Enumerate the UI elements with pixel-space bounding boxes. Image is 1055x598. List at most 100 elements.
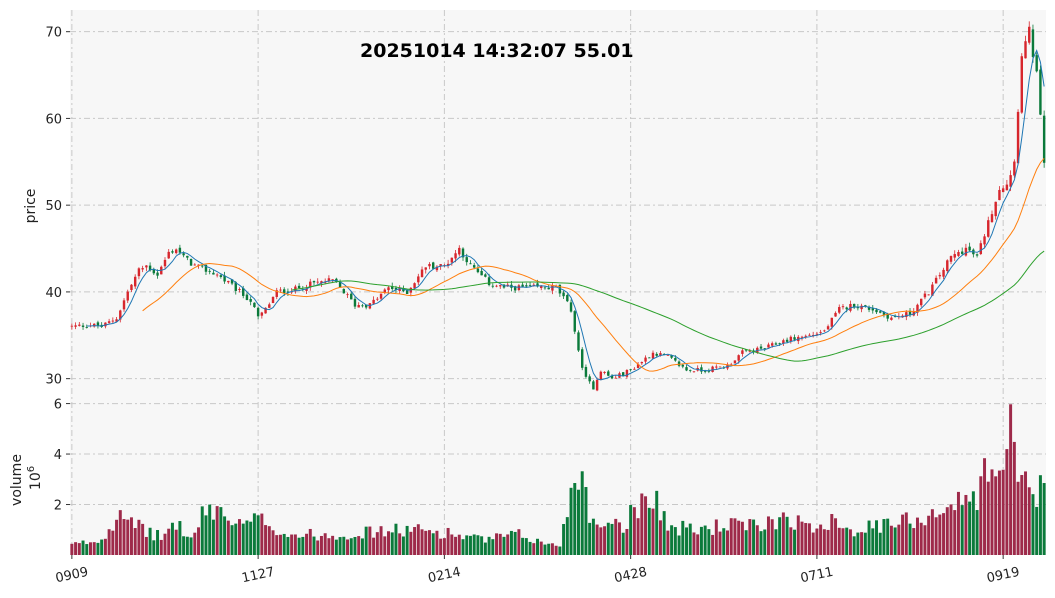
volume-bar bbox=[122, 519, 126, 555]
candle-body bbox=[133, 276, 137, 287]
candle-body bbox=[141, 268, 144, 270]
volume-bar bbox=[856, 532, 860, 555]
candle-body bbox=[700, 367, 703, 372]
volume-bar bbox=[360, 538, 364, 555]
volume-bar bbox=[956, 491, 960, 555]
volume-bar bbox=[390, 532, 394, 555]
candle-body bbox=[856, 307, 860, 309]
volume-bar bbox=[677, 535, 681, 555]
candle-body bbox=[648, 357, 651, 359]
volume-bar bbox=[409, 531, 413, 555]
candle-body bbox=[1001, 188, 1005, 193]
volume-bar bbox=[740, 521, 744, 555]
candle-body bbox=[271, 296, 275, 304]
candle-body bbox=[532, 284, 535, 286]
candle-body bbox=[279, 289, 282, 291]
volume-bar bbox=[759, 531, 763, 555]
candle-body bbox=[215, 274, 219, 276]
candle-body bbox=[815, 333, 819, 335]
volume-bar bbox=[871, 528, 875, 555]
candle-body bbox=[946, 260, 949, 272]
volume-bar bbox=[785, 516, 789, 555]
volume-bar bbox=[401, 536, 405, 555]
volume-bar bbox=[841, 528, 845, 555]
candle-body bbox=[353, 298, 357, 307]
candle-body bbox=[610, 375, 614, 379]
candle-body bbox=[975, 254, 979, 256]
volume-bar bbox=[211, 519, 215, 555]
candle-body bbox=[316, 281, 319, 283]
volume-bar bbox=[234, 523, 238, 555]
candle-body bbox=[998, 189, 1001, 201]
volume-bar bbox=[118, 510, 122, 555]
candle-body bbox=[867, 306, 871, 310]
candle-body bbox=[346, 294, 349, 296]
candle-body bbox=[689, 370, 692, 371]
candle-body bbox=[1013, 161, 1016, 176]
candle-body bbox=[197, 264, 200, 266]
candle-body bbox=[249, 299, 252, 302]
volume-bar bbox=[964, 494, 968, 555]
time-tick-label: 0909 bbox=[54, 565, 89, 587]
candle-body bbox=[1005, 184, 1009, 191]
volume-bar bbox=[252, 513, 256, 555]
candle-body bbox=[439, 264, 442, 267]
volume-bar bbox=[763, 529, 767, 555]
candle-body bbox=[338, 282, 342, 288]
candle-body bbox=[350, 293, 353, 300]
volume-bar bbox=[822, 529, 826, 555]
volume-bar bbox=[1005, 449, 1009, 555]
candle-body bbox=[808, 334, 811, 336]
volume-bar bbox=[405, 525, 409, 555]
volume-bar bbox=[74, 542, 78, 555]
candle-body bbox=[130, 284, 133, 291]
candle-body bbox=[737, 355, 740, 361]
volume-bar bbox=[178, 521, 182, 555]
candle-body bbox=[767, 344, 770, 348]
volume-bar bbox=[100, 539, 104, 555]
volume-bar bbox=[1016, 481, 1020, 555]
volume-bar bbox=[275, 535, 279, 555]
volume-bar bbox=[357, 536, 361, 555]
volume-bar bbox=[539, 541, 543, 555]
volume-bar bbox=[301, 536, 305, 555]
volume-bar bbox=[636, 518, 640, 555]
volume-bar bbox=[744, 530, 748, 555]
volume-bar bbox=[994, 476, 998, 555]
candle-body bbox=[919, 298, 923, 306]
volume-bar bbox=[848, 529, 852, 555]
candle-body bbox=[152, 269, 156, 274]
candle-body bbox=[163, 259, 167, 267]
moving-average-5-line bbox=[86, 49, 1045, 381]
chart-grid bbox=[70, 10, 1046, 555]
candle-body bbox=[327, 278, 331, 282]
candle-body bbox=[741, 350, 744, 354]
time-tick-label: 0428 bbox=[613, 565, 648, 587]
candle-body bbox=[219, 275, 223, 277]
candle-body bbox=[320, 281, 323, 284]
volume-bar bbox=[901, 514, 905, 555]
volume-bar bbox=[375, 532, 379, 555]
candle-body bbox=[126, 291, 129, 301]
volume-bar bbox=[599, 527, 603, 555]
candle-body bbox=[119, 310, 122, 320]
volume-bar bbox=[930, 509, 934, 555]
candle-body bbox=[111, 320, 115, 322]
volume-bar bbox=[293, 534, 297, 555]
volume-bar bbox=[92, 542, 96, 555]
candle-body bbox=[782, 340, 785, 344]
volume-bar bbox=[506, 534, 510, 555]
candle-body bbox=[923, 293, 927, 298]
price-tick-label: 30 bbox=[45, 373, 62, 388]
volume-bar bbox=[938, 514, 942, 555]
volume-bar bbox=[1024, 471, 1028, 555]
volume-bar bbox=[644, 496, 648, 555]
candle-body bbox=[983, 236, 986, 245]
candle-body bbox=[733, 360, 737, 364]
volume-bar bbox=[662, 511, 666, 555]
volume-bar bbox=[804, 523, 808, 555]
candle-body bbox=[1028, 26, 1031, 43]
axis-ticks: 30 40 50 60 70 2 4 6 0909 1127 0214 0428 0711 0919 bbox=[45, 26, 1021, 587]
candle-body bbox=[584, 366, 588, 377]
